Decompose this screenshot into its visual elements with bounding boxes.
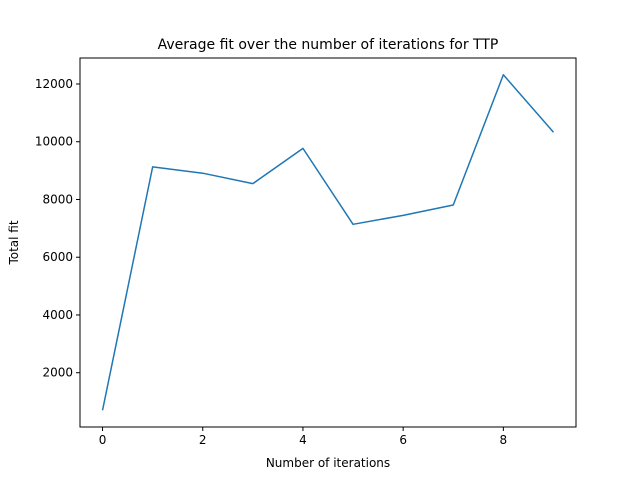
plot-area-frame <box>79 57 577 428</box>
y-axis: 2000 4000 6000 8000 10000 12000 <box>35 77 80 380</box>
chart-title: Average fit over the number of iteration… <box>158 37 499 53</box>
y-tick-label: 6000 <box>42 250 73 264</box>
x-axis-label: Number of iterations <box>266 456 390 470</box>
x-tick-label: 8 <box>500 433 508 447</box>
y-tick-label: 10000 <box>35 135 73 149</box>
x-tick-label: 4 <box>299 433 307 447</box>
y-tick-label: 2000 <box>42 366 73 380</box>
x-tick-label: 6 <box>399 433 407 447</box>
y-tick-label: 4000 <box>42 308 73 322</box>
y-tick-label: 12000 <box>35 77 73 91</box>
x-tick-label: 2 <box>199 433 207 447</box>
series-layer <box>101 74 555 411</box>
x-tick-label: 0 <box>99 433 107 447</box>
y-axis-label: Total fit <box>7 220 21 265</box>
series-line <box>101 74 555 411</box>
x-axis: 0 2 4 6 8 <box>99 427 507 447</box>
y-tick-label: 8000 <box>42 192 73 206</box>
